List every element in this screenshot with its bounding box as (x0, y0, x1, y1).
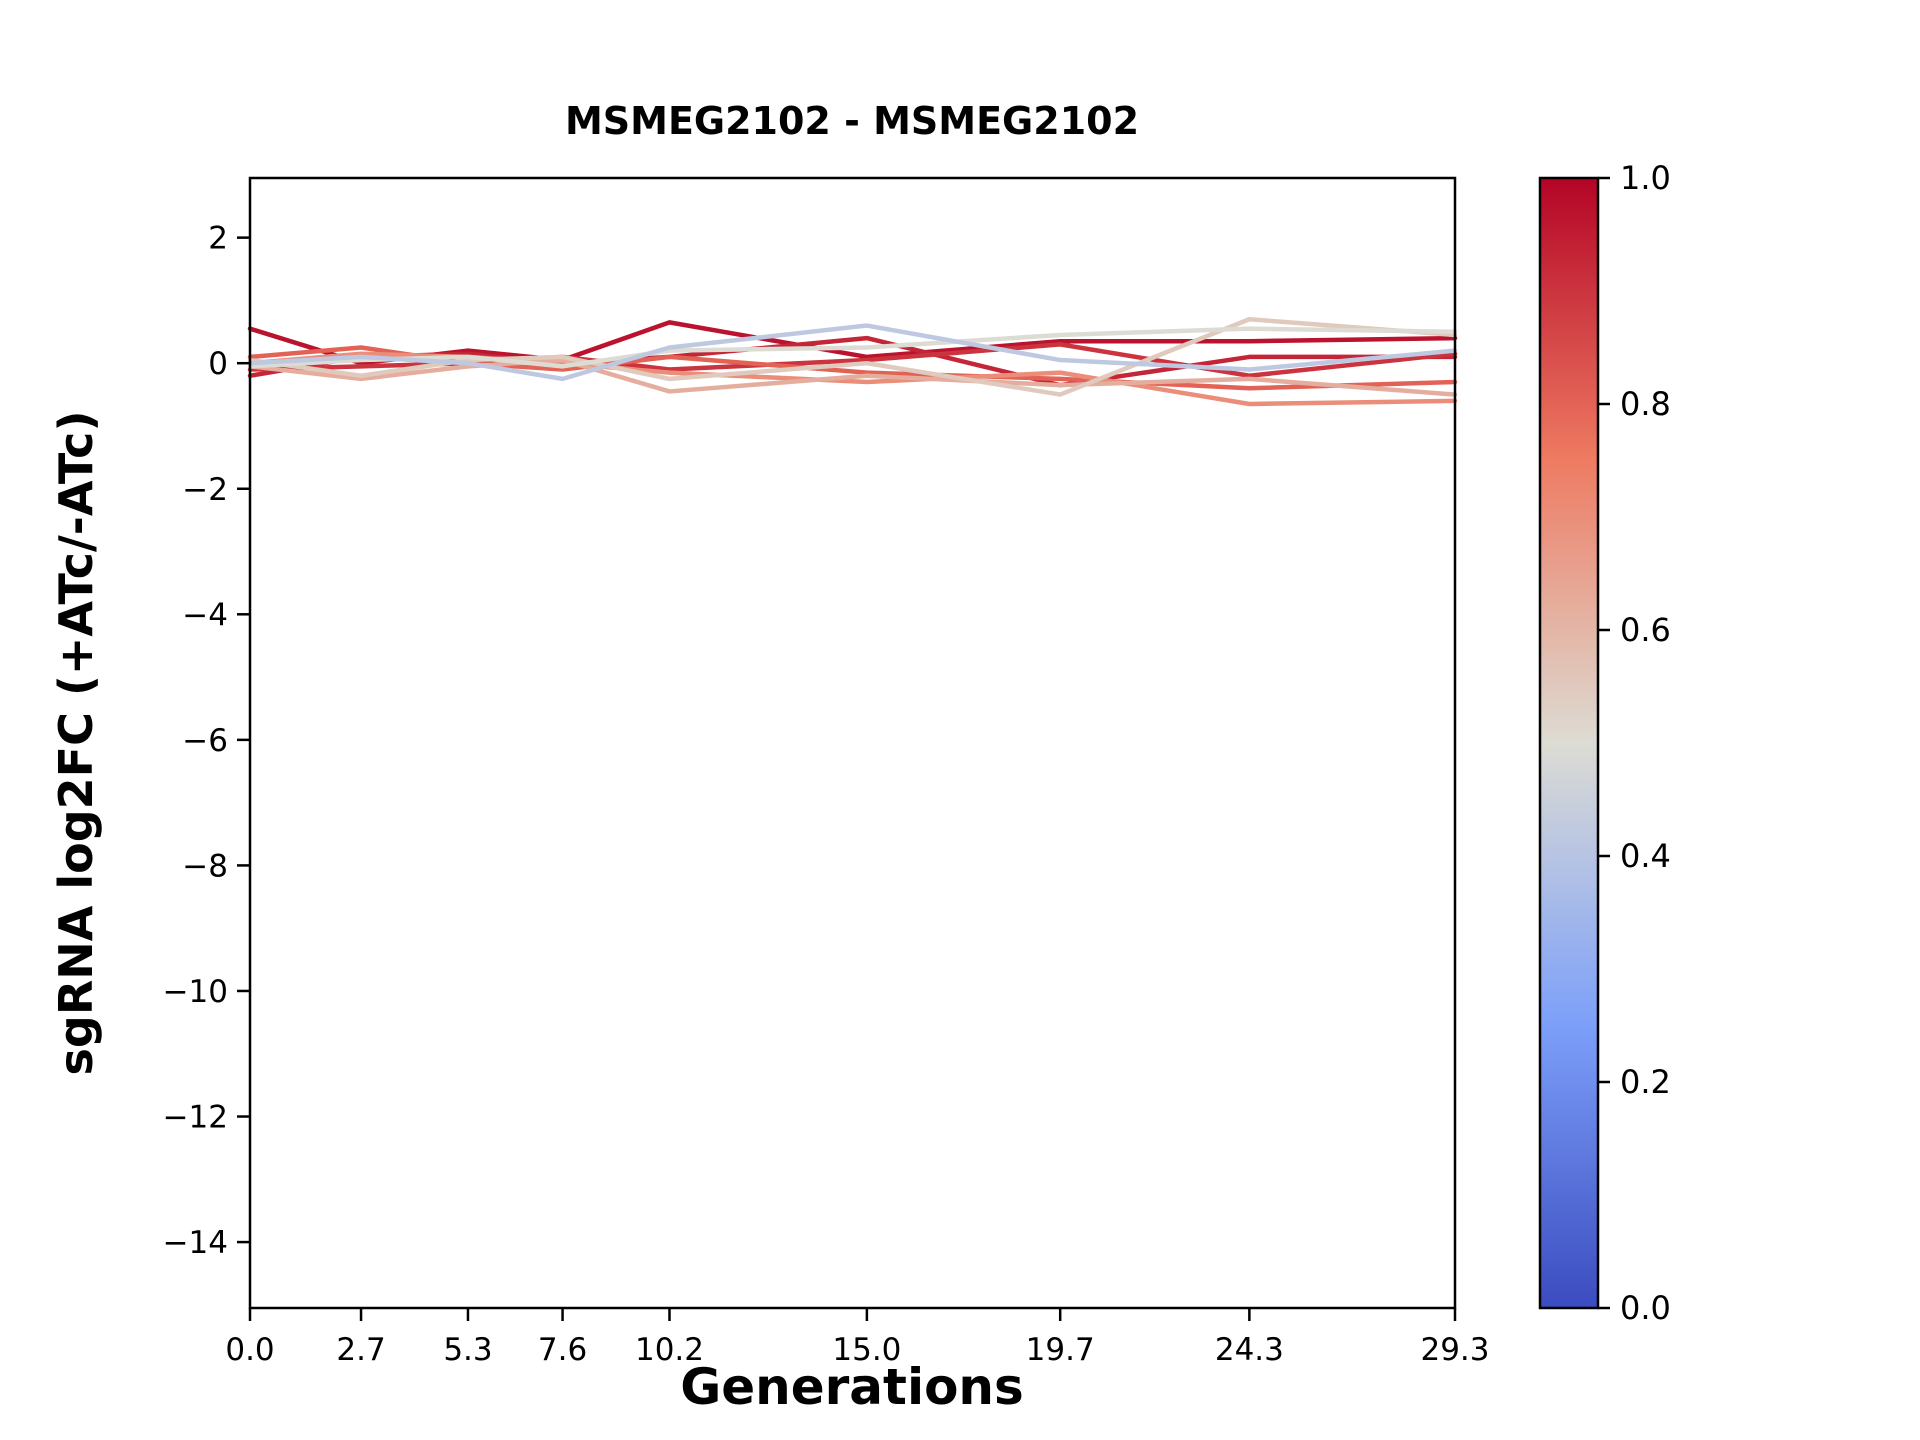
x-tick-label: 2.7 (336, 1332, 385, 1368)
x-tick-label: 0.0 (225, 1332, 274, 1368)
x-tick-label: 7.6 (538, 1332, 587, 1368)
y-tick-label: 2 (208, 221, 228, 257)
x-tick-label: 19.7 (1026, 1332, 1095, 1368)
series-lines (247, 317, 1458, 407)
colorbar-tick-label: 1.0 (1620, 159, 1671, 197)
colorbar: 1.0 0.8 0.6 0.4 0.2 0.0 (1538, 159, 1671, 1327)
series-line (247, 317, 1458, 397)
chart-title: MSMEG2102 - MSMEG2102 (565, 99, 1139, 143)
y-tick-label: −8 (182, 848, 228, 884)
colorbar-tick-label: 0.6 (1620, 611, 1671, 649)
colorbar-bar (1540, 178, 1598, 1308)
series-line (247, 357, 1458, 397)
colorbar-tick-label: 0.0 (1620, 1289, 1671, 1327)
x-tick-label: 29.3 (1420, 1332, 1489, 1368)
y-axis-ticks: 2 0 −2 −4 −6 −8 −10 −12 −14 (163, 221, 250, 1261)
y-tick-label: −12 (163, 1100, 228, 1136)
x-axis-label: Generations (680, 1358, 1024, 1416)
x-axis-ticks: 0.0 2.7 5.3 7.6 10.2 15.0 19.7 24.3 29.3 (225, 1308, 1490, 1368)
y-axis-label: sgRNA log2FC (+ATc/-ATc) (49, 411, 103, 1076)
y-tick-label: −4 (182, 597, 228, 633)
x-tick-label: 24.3 (1215, 1332, 1284, 1368)
colorbar-border (1538, 176, 1600, 1310)
y-tick-label: −14 (163, 1225, 228, 1261)
colorbar-tick-label: 0.2 (1620, 1063, 1671, 1101)
colorbar-tick-label: 0.4 (1620, 837, 1671, 875)
plot-border (248, 176, 1457, 1310)
series-line (247, 351, 1458, 407)
plot-frame (248, 176, 1457, 1310)
y-tick-label: 0 (208, 346, 228, 382)
y-tick-label: −10 (163, 974, 228, 1010)
colorbar-tick-label: 0.8 (1620, 385, 1671, 423)
series-line (247, 323, 1458, 382)
x-tick-label: 10.2 (635, 1332, 704, 1368)
x-tick-label: 15.0 (832, 1332, 901, 1368)
y-tick-label: −6 (182, 723, 228, 759)
x-tick-label: 5.3 (443, 1332, 492, 1368)
y-tick-label: −2 (182, 472, 228, 508)
